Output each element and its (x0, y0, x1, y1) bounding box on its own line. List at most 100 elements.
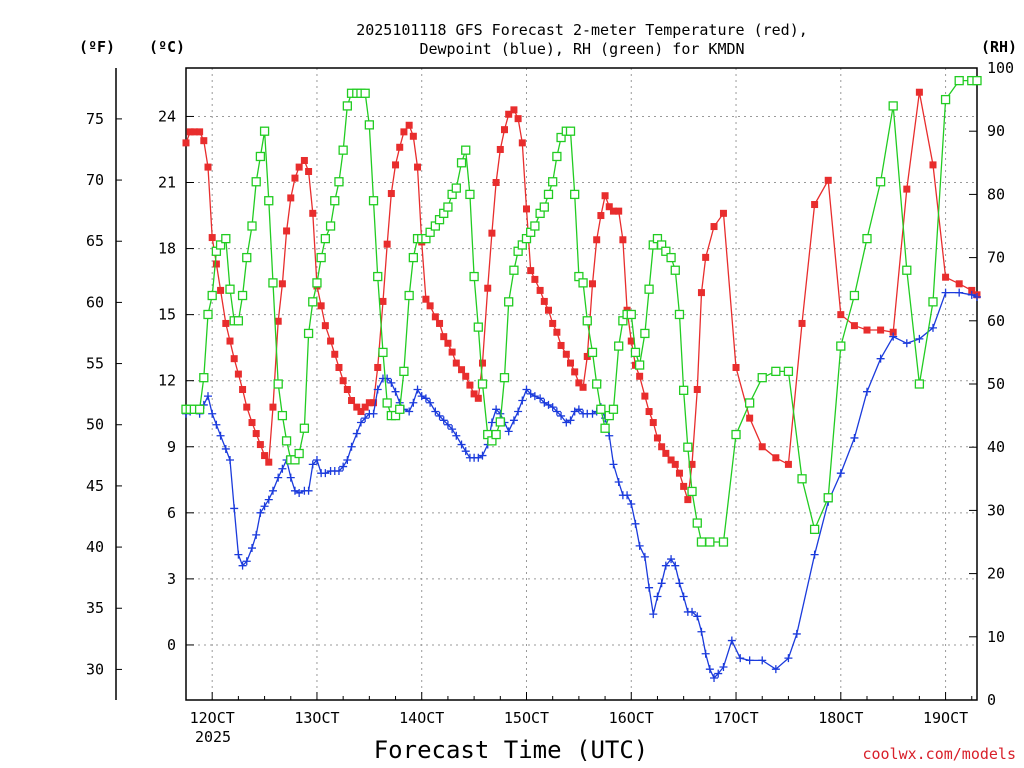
relative-humidity-point (255, 151, 266, 162)
dewpoint-point (230, 504, 239, 513)
dewpoint-point (570, 407, 579, 416)
dewpoint-point (234, 550, 243, 559)
relative-humidity-point (215, 240, 226, 250)
fahrenheit-tick-label: 70 (86, 171, 104, 189)
temperature-point (409, 132, 417, 140)
temperature-point (440, 333, 448, 341)
temperature-point (505, 110, 513, 118)
relative-humidity-point (797, 474, 807, 484)
temperature-point (522, 205, 530, 213)
relative-humidity-point (683, 442, 693, 452)
temperature-point (671, 460, 679, 468)
relative-humidity-point (530, 221, 540, 231)
dewpoint-point (339, 462, 348, 471)
relative-humidity-point (552, 151, 562, 162)
dewpoint-point (274, 473, 283, 482)
relative-humidity-point (630, 347, 641, 358)
relative-humidity-point (382, 398, 392, 408)
relative-humidity-point (499, 373, 510, 383)
dewpoint-point (609, 460, 618, 469)
dewpoint-point (290, 486, 299, 495)
temperature-point (226, 337, 234, 345)
dewpoint-point (509, 416, 518, 425)
rh-tick-label: 80 (987, 185, 1005, 203)
rh-tick-label: 60 (987, 312, 1005, 330)
dewpoint-point (226, 455, 235, 464)
temperature-point (274, 317, 282, 325)
temperature-point (968, 286, 976, 294)
temperature-point (305, 167, 313, 175)
temperature-point (348, 397, 356, 405)
relative-humidity-point (705, 537, 715, 547)
relative-humidity-point (661, 246, 671, 256)
temperature-point (239, 386, 247, 394)
dewpoint-point (421, 394, 430, 403)
dewpoint-point (304, 486, 313, 495)
dewpoint-point (727, 636, 736, 645)
temperature-point (553, 328, 561, 336)
temperature-point (392, 161, 400, 169)
dewpoint-point (862, 387, 871, 396)
dewpoint-point (308, 460, 317, 469)
fahrenheit-unit-label: (ºF) (79, 38, 115, 56)
relative-humidity-point (696, 537, 707, 547)
relative-humidity-point (461, 145, 471, 155)
temperature-point (557, 341, 565, 349)
temperature-point (317, 302, 325, 310)
dewpoint-point (387, 378, 396, 387)
temperature-point (261, 452, 269, 460)
dewpoint-point (635, 541, 644, 550)
temperature-point (383, 240, 391, 248)
relative-humidity-point (640, 328, 650, 339)
relative-humidity-point (477, 379, 488, 389)
temperature-point (955, 280, 963, 288)
dewpoint-point (784, 654, 793, 663)
temperature-point (335, 363, 343, 371)
relative-humidity-point (360, 88, 370, 98)
relative-humidity-point (207, 290, 217, 301)
temperature-line (185, 92, 978, 500)
temperature-point (850, 322, 858, 330)
temperature-point (321, 322, 329, 330)
temperature-point (365, 399, 373, 407)
chart-title-line-2: Dewpoint (blue), RH (green) for KMDN (419, 40, 744, 58)
temperature-point (466, 381, 474, 389)
dewpoint-point (383, 374, 392, 383)
x-tick-label: 14OCT (399, 709, 444, 727)
temperature-point (300, 156, 308, 164)
temperature-point (597, 212, 605, 220)
relative-humidity-point (888, 101, 898, 111)
rh-tick-label: 50 (987, 375, 1005, 393)
fahrenheit-tick-label: 75 (86, 110, 104, 128)
dewpoint-point (312, 455, 321, 464)
dewpoint-point (356, 418, 365, 427)
relative-humidity-point (849, 290, 860, 301)
relative-humidity-point (456, 158, 467, 168)
temperature-point (746, 414, 754, 422)
temperature-point (903, 185, 911, 193)
temperature-point (641, 392, 649, 400)
relative-humidity-point (451, 183, 461, 193)
temperature-point (422, 295, 430, 303)
temperature-point (444, 339, 452, 347)
temperature-point (452, 359, 460, 367)
dewpoint-point (705, 665, 714, 674)
dewpoint-point (238, 561, 247, 570)
dewpoint-series (182, 288, 981, 682)
dewpoint-point (810, 550, 819, 559)
temperature-point (627, 337, 635, 345)
rh-tick-label: 20 (987, 565, 1005, 583)
relative-humidity-point (491, 429, 501, 440)
dewpoint-point (504, 427, 513, 436)
temperature-point (265, 458, 273, 466)
dewpoint-point (492, 405, 501, 414)
x-tick-label: 18OCT (818, 709, 863, 727)
relative-humidity-point (495, 417, 505, 427)
temperature-point (200, 137, 208, 145)
fahrenheit-tick-labels: 30 35 40 45 50 55 60 65 70 75 (86, 110, 104, 679)
dewpoint-point (264, 495, 273, 504)
dewpoint-point (413, 385, 422, 394)
x-tick-label: 19OCT (923, 709, 968, 727)
x-tick-label: 12OCT (190, 709, 235, 727)
relative-humidity-point (399, 366, 409, 377)
